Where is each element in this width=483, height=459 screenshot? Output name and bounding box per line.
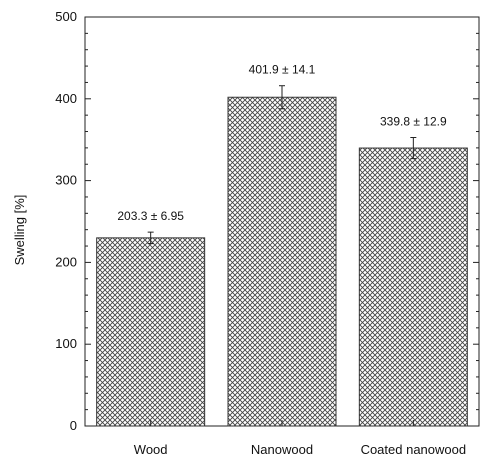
bar — [227, 96, 337, 427]
y-tick-label: 0 — [70, 418, 77, 433]
y-tick-label: 500 — [55, 9, 77, 24]
data-label: 401.9 ± 14.1 — [249, 63, 316, 77]
data-label: 339.8 ± 12.9 — [380, 114, 447, 128]
y-tick-label: 400 — [55, 91, 77, 106]
y-tick-label: 100 — [55, 336, 77, 351]
y-tick-label: 300 — [55, 173, 77, 188]
category-label: Coated nanowood — [361, 442, 467, 457]
bar — [358, 147, 468, 427]
category-label: Wood — [134, 442, 168, 457]
y-tick-label: 200 — [55, 254, 77, 269]
y-axis-title: Swelling [%] — [12, 195, 27, 266]
category-label: Nanowood — [251, 442, 313, 457]
data-label: 203.3 ± 6.95 — [117, 209, 184, 223]
bar — [96, 237, 206, 427]
plot-area: 0 100 200 300 400 500 203.3 ± 6.95 Wood 401.9 ± … — [55, 9, 480, 457]
